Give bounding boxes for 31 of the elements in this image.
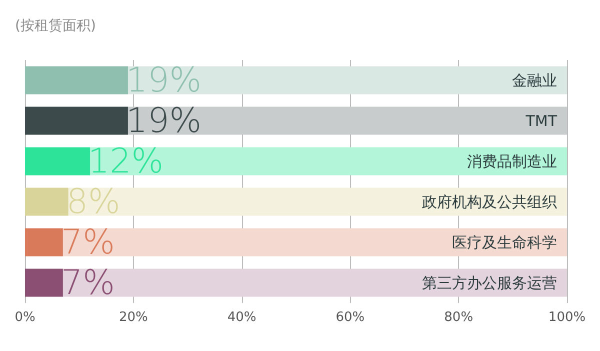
- bar: [25, 228, 63, 256]
- bar: [25, 147, 90, 176]
- x-tick-label: 100%: [548, 310, 586, 325]
- bar: [25, 268, 63, 297]
- data-label: 7%: [60, 222, 115, 262]
- x-tick-label: 80%: [444, 310, 474, 325]
- y-tick-label: 消费品制造业: [467, 152, 557, 170]
- y-tick-label: 医疗及生命科学: [452, 233, 557, 252]
- data-label: 19%: [126, 60, 202, 100]
- bar: [128, 66, 567, 94]
- bar: [25, 106, 128, 135]
- bar: [68, 188, 567, 216]
- bar: [25, 66, 128, 94]
- bar: [62, 228, 567, 256]
- x-tick-label: 20%: [118, 310, 148, 325]
- y-tick-label: 政府机构及公共组织: [422, 192, 557, 211]
- data-label: 8%: [66, 182, 120, 222]
- bar: [62, 268, 567, 297]
- data-label: 19%: [126, 100, 202, 141]
- bar: [25, 188, 68, 216]
- x-tick-label: 40%: [227, 310, 256, 325]
- data-label: 7%: [60, 262, 115, 303]
- chart-title: (按租赁面积): [15, 18, 96, 34]
- bar: [90, 147, 567, 176]
- y-tick-label: TMT: [524, 112, 558, 130]
- x-tick-label: 60%: [336, 310, 365, 325]
- x-tick-label: 0%: [14, 310, 36, 325]
- data-label: 12%: [88, 141, 164, 182]
- bar: [128, 106, 567, 135]
- y-tick-label: 第三方办公服务运营: [422, 274, 557, 292]
- y-tick-label: 金融业: [512, 71, 557, 90]
